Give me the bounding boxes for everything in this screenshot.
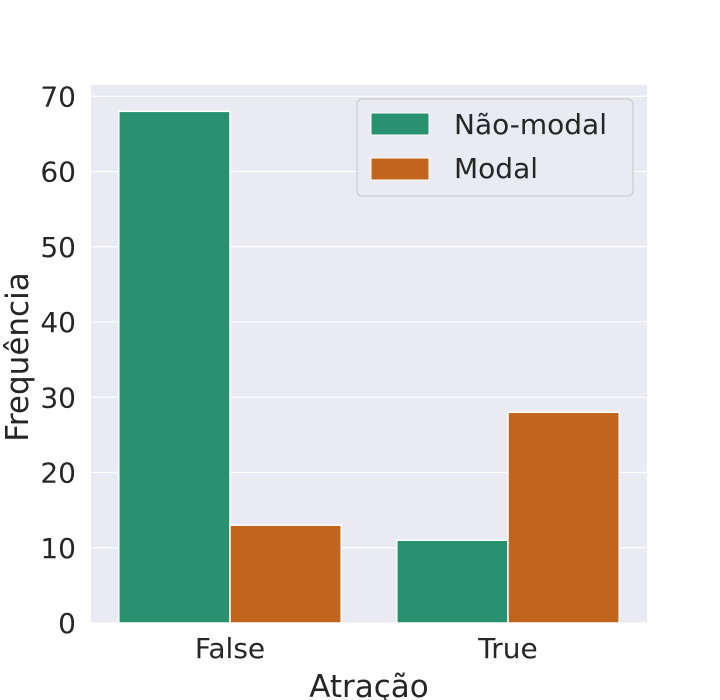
- x-tick-label-false: False: [195, 632, 265, 665]
- legend: Não-modal Modal: [356, 98, 634, 197]
- y-tick-label-40: 40: [40, 306, 76, 339]
- legend-label-nao-modal: Não-modal: [454, 108, 607, 141]
- x-axis-ticks: False True: [195, 632, 538, 665]
- y-tick-label-20: 20: [40, 457, 76, 490]
- bar-true-series-0: [396, 539, 509, 624]
- y-tick-label-70: 70: [40, 80, 76, 113]
- bars: [118, 110, 620, 624]
- x-tick-label-true: True: [477, 632, 537, 665]
- y-tick-label-0: 0: [58, 607, 76, 640]
- y-tick-label-60: 60: [40, 156, 76, 189]
- x-axis-label: Atração: [309, 669, 429, 700]
- bar-true-series-1: [507, 411, 620, 624]
- y-tick-label-30: 30: [40, 381, 76, 414]
- bar-false-series-0: [118, 110, 231, 624]
- y-tick-label-50: 50: [40, 231, 76, 264]
- y-tick-label-10: 10: [40, 532, 76, 565]
- legend-swatch-modal: [370, 157, 430, 181]
- y-axis-label: Frequência: [0, 272, 36, 441]
- y-axis-ticks: 0 10 20 30 40 50 60 70: [40, 80, 76, 640]
- bar-false-series-1: [229, 524, 342, 624]
- legend-swatch-nao-modal: [370, 112, 430, 136]
- legend-label-modal: Modal: [454, 152, 538, 185]
